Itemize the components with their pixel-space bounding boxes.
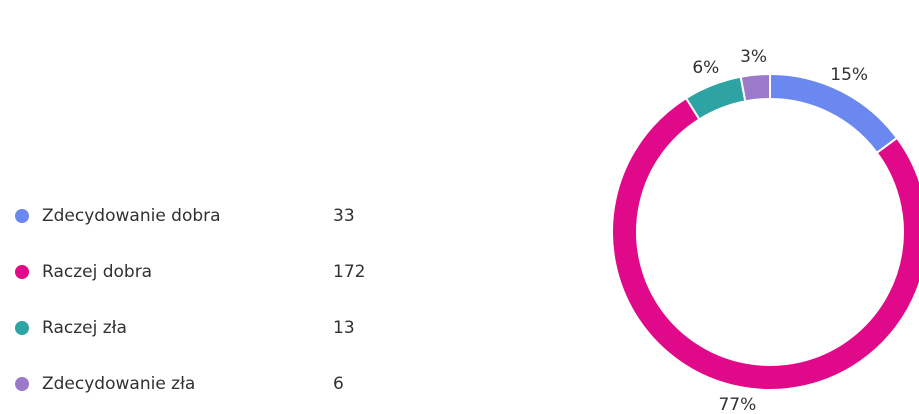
data-label: 77% [718, 395, 756, 410]
legend-label: Zdecydowanie zła [42, 374, 195, 394]
data-label: 15% [830, 65, 868, 85]
legend-swatch [15, 209, 29, 223]
legend-label: Raczej zła [42, 318, 127, 338]
donut-slice [611, 96, 919, 391]
donut-slice [684, 75, 747, 121]
legend-label: Zdecydowanie dobra [42, 206, 221, 226]
legend-label: Raczej dobra [42, 262, 152, 282]
donut-slice [739, 72, 771, 103]
legend-count: 33 [333, 206, 355, 226]
legend-count: 6 [333, 374, 344, 394]
legend-count: 172 [333, 262, 365, 282]
legend-swatch [15, 321, 29, 335]
donut-slice [769, 72, 899, 155]
legend-count: 13 [333, 318, 355, 338]
legend-swatch [15, 377, 29, 391]
data-label: 6% [692, 58, 719, 78]
data-label: 3% [740, 47, 767, 67]
legend-swatch [15, 265, 29, 279]
